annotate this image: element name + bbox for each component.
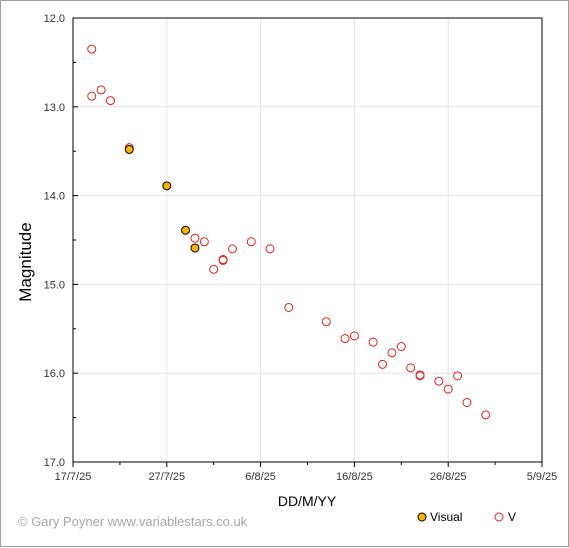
v-point <box>265 244 275 254</box>
v-point <box>378 359 388 369</box>
x-tick-label: 17/7/25 <box>55 471 92 483</box>
x-axis-title: DD/M/YY <box>278 493 337 509</box>
visual-point <box>124 144 134 154</box>
y-tick-label: 17.0 <box>44 457 65 469</box>
v-point <box>434 376 444 386</box>
visual-point <box>162 181 172 191</box>
y-axis-title: Magnitude <box>16 222 35 301</box>
v-point <box>246 237 256 247</box>
x-tick-label: 27/7/25 <box>148 471 185 483</box>
v-point <box>199 237 209 247</box>
v-point <box>415 371 425 381</box>
v-point <box>87 91 97 101</box>
grid-lines <box>73 18 542 462</box>
v-point <box>443 384 453 394</box>
x-tick-label: 26/8/25 <box>430 471 467 483</box>
v-point <box>209 264 219 274</box>
v-point <box>87 44 97 54</box>
visual-point <box>190 243 200 253</box>
x-tick-label: 16/8/25 <box>336 471 373 483</box>
v-point <box>340 334 350 344</box>
axes: 12.0 13.0 14.0 15.0 16.0 17.0 17/7/25 27/7/25 6/… <box>44 13 558 483</box>
y-tick-label: 16.0 <box>44 368 65 380</box>
y-tick-label: 14.0 <box>44 191 65 203</box>
series-v <box>87 44 491 420</box>
y-tick-label: 13.0 <box>44 102 65 114</box>
v-point <box>462 398 472 408</box>
legend-visual-marker <box>417 512 427 522</box>
y-tick-label: 12.0 <box>44 13 65 25</box>
v-point <box>321 317 331 327</box>
plot-area <box>73 18 542 462</box>
v-point <box>284 302 294 312</box>
v-point <box>190 233 200 243</box>
v-point <box>227 244 237 254</box>
v-point <box>96 85 106 95</box>
v-point <box>349 331 359 341</box>
visual-point <box>181 225 191 235</box>
v-point <box>387 348 397 358</box>
legend-v-label: V <box>508 510 516 524</box>
v-point <box>453 371 463 381</box>
v-point <box>481 410 491 420</box>
v-point <box>406 363 416 373</box>
y-tick-label: 15.0 <box>44 279 65 291</box>
v-point <box>368 337 378 347</box>
v-point <box>218 255 228 265</box>
legend-v-marker <box>494 512 504 522</box>
v-point <box>106 96 116 106</box>
series-visual <box>124 144 200 253</box>
x-tick-label: 6/8/25 <box>245 471 276 483</box>
credit-text: © Gary Poyner www.variablestars.co.uk <box>18 514 248 529</box>
x-tick-label: 5/9/25 <box>527 471 558 483</box>
legend: Visual V <box>417 510 516 524</box>
legend-visual-label: Visual <box>430 510 462 524</box>
plot-border <box>72 17 543 463</box>
v-point <box>396 342 406 352</box>
